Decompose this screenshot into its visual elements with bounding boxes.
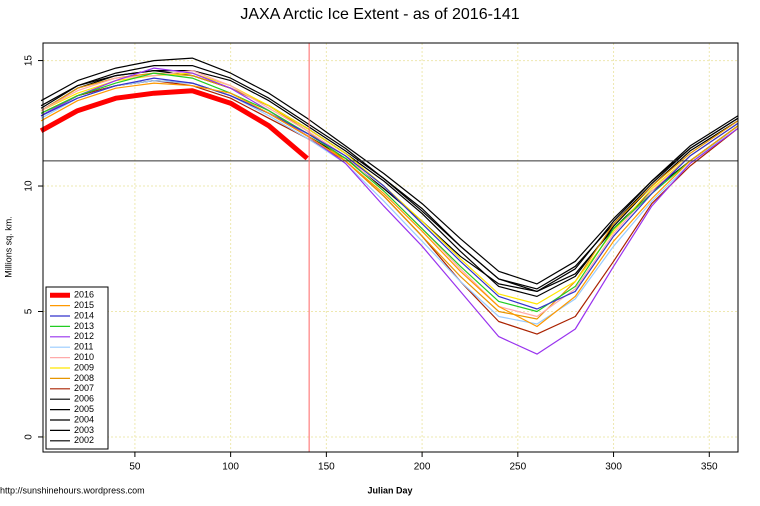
plot-frame (42, 42, 739, 453)
series-line (40, 77, 739, 310)
legend-label: 2010 (74, 352, 94, 362)
series-line (40, 67, 739, 355)
y-tick-label: 10 (24, 180, 35, 192)
x-tick-label: 100 (222, 462, 239, 473)
legend-label: 2007 (74, 383, 94, 393)
legend-label: 2002 (74, 435, 94, 445)
legend-label: 2015 (74, 300, 94, 310)
y-tick-label: 15 (24, 55, 35, 67)
legend-label: 2016 (74, 290, 94, 300)
series-line (40, 82, 739, 328)
y-axis-label: Millions sq. km. (3, 216, 13, 278)
x-tick-label: 150 (318, 462, 335, 473)
legend-label: 2006 (74, 394, 94, 404)
legend-label: 2014 (74, 310, 94, 320)
chart-title: JAXA Arctic Ice Extent - as of 2016-141 (240, 6, 519, 23)
legend-label: 2005 (74, 404, 94, 414)
legend-label: 2003 (74, 425, 94, 435)
series-line (40, 70, 739, 292)
series-line (40, 72, 739, 313)
x-tick-label: 250 (509, 462, 526, 473)
legend-label: 2009 (74, 362, 94, 372)
x-tick-label: 300 (605, 462, 622, 473)
footnote: http://sunshinehours.wordpress.com (0, 485, 145, 495)
series-line (40, 57, 739, 285)
series-line (40, 72, 739, 305)
legend-label: 2011 (74, 342, 93, 352)
legend-label: 2008 (74, 373, 94, 383)
y-tick-label: 0 (24, 434, 35, 440)
y-tick-label: 5 (24, 308, 35, 314)
legend-label: 2013 (74, 321, 94, 331)
x-tick-label: 200 (414, 462, 431, 473)
x-tick-label: 350 (701, 462, 718, 473)
series-line (40, 80, 739, 325)
series-line (39, 88, 309, 161)
legend-label: 2004 (74, 414, 94, 424)
x-tick-label: 50 (129, 462, 141, 473)
x-axis-label: Julian Day (367, 485, 412, 495)
series-line (40, 70, 739, 297)
series-line (40, 65, 739, 290)
legend-label: 2012 (74, 331, 94, 341)
